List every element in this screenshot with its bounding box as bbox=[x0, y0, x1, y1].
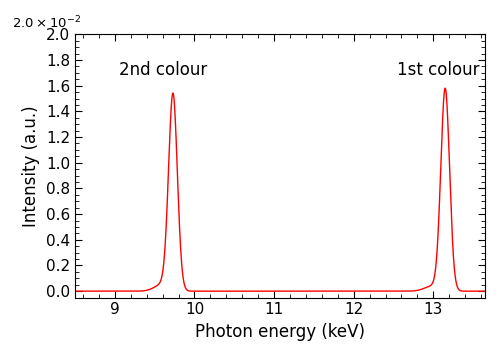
Y-axis label: Intensity (a.u.): Intensity (a.u.) bbox=[22, 105, 40, 227]
Text: 2nd colour: 2nd colour bbox=[119, 61, 207, 79]
Text: $2.0\times10^{-2}$: $2.0\times10^{-2}$ bbox=[12, 15, 80, 32]
Text: 1st colour: 1st colour bbox=[398, 61, 480, 79]
X-axis label: Photon energy (keV): Photon energy (keV) bbox=[195, 323, 365, 341]
